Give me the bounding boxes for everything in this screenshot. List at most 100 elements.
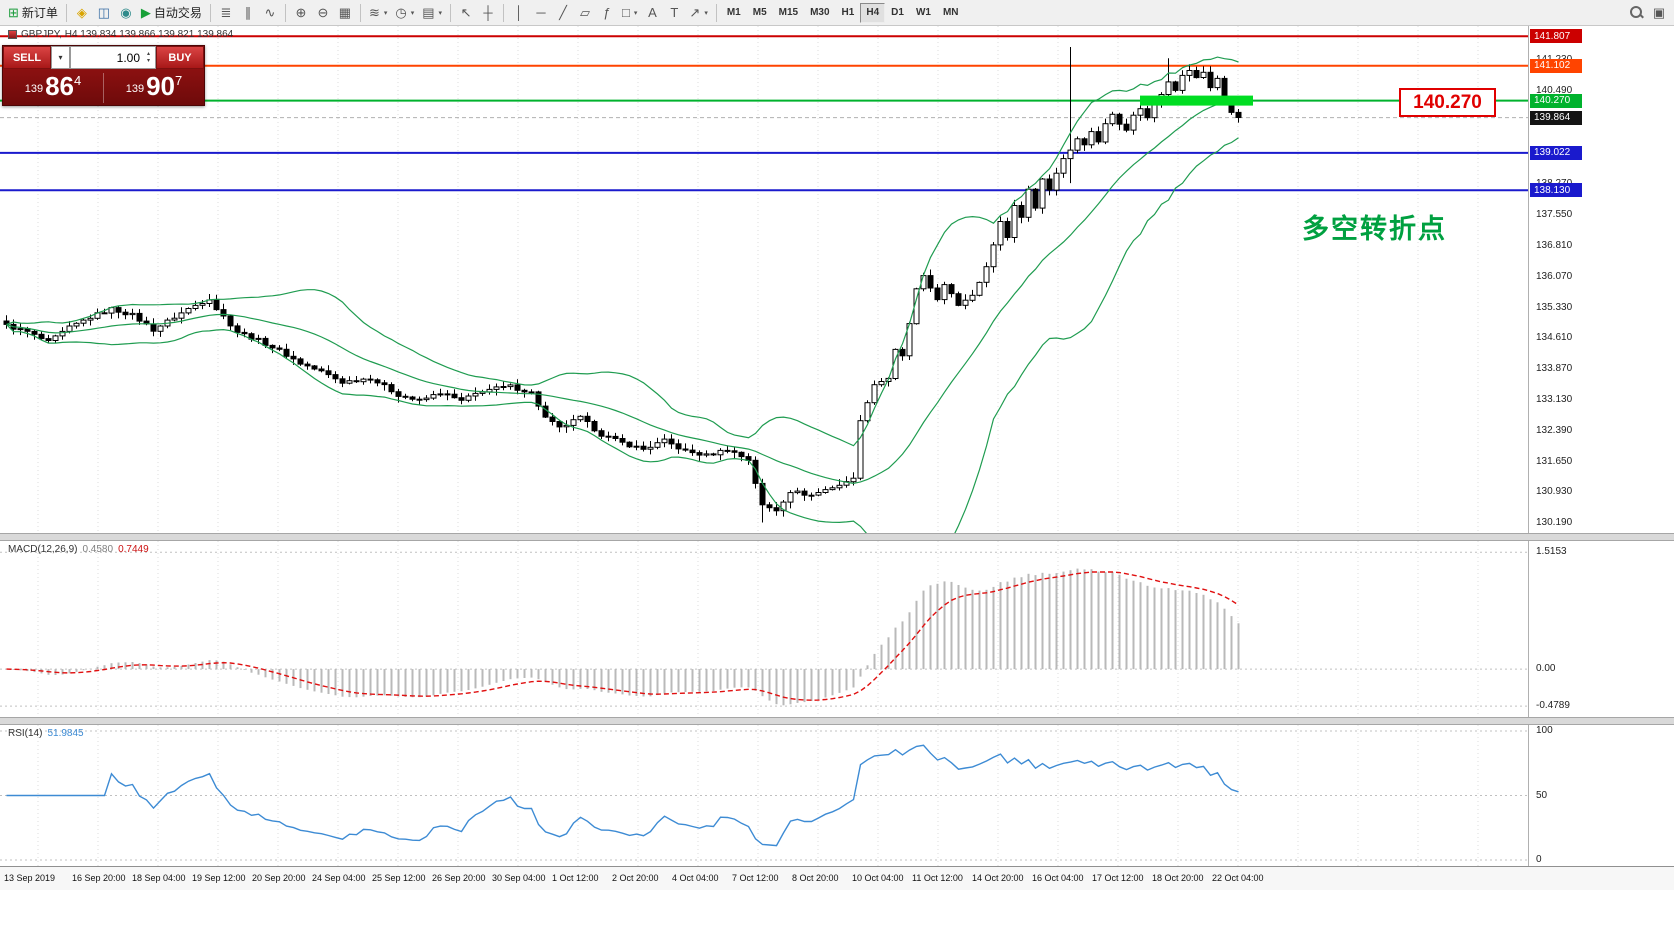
panel-divider-rsi[interactable] xyxy=(0,717,1674,725)
macd-indicator-panel[interactable] xyxy=(0,541,1528,717)
text-button[interactable]: A xyxy=(641,2,663,24)
alerts-button[interactable]: ◈ xyxy=(71,2,93,24)
timeframe-m15[interactable]: M15 xyxy=(773,3,804,23)
price-tick-label: 130.930 xyxy=(1536,485,1573,497)
time-label: 1 Oct 12:00 xyxy=(552,873,599,883)
templates-button[interactable]: ▤ ▾ xyxy=(418,2,446,24)
periods-icon: ◷ xyxy=(395,5,407,20)
timeframe-m1[interactable]: M1 xyxy=(721,3,747,23)
volume-input[interactable]: 1.00 ▴ ▾ xyxy=(70,46,156,69)
vertical-line-button[interactable]: │ xyxy=(508,2,530,24)
market-watch-icon: ◫ xyxy=(97,5,111,20)
price-tick-label: 130.190 xyxy=(1536,516,1573,528)
volume-dropdown-button[interactable]: ▾ xyxy=(51,46,70,69)
sell-price[interactable]: 139 86 4 xyxy=(3,73,103,103)
symbol-info: GBPJPY, H4 139.834 139.866 139.821 139.8… xyxy=(8,29,233,40)
zoom-out-icon: ⊖ xyxy=(317,5,329,20)
chart-annotation-text[interactable]: 多空转折点 xyxy=(1302,214,1447,244)
new-order-icon: ⊞ xyxy=(8,5,19,20)
navigator-button[interactable]: ◉ xyxy=(115,2,137,24)
macd-axis-label: 0.00 xyxy=(1536,663,1556,675)
timeframe-w1[interactable]: W1 xyxy=(910,3,937,23)
volume-value: 1.00 xyxy=(116,50,140,65)
horizontal-line-icon: ─ xyxy=(536,5,546,20)
sell-button[interactable]: SELL xyxy=(3,46,51,69)
candlesticks xyxy=(3,47,1242,523)
time-label: 24 Sep 04:00 xyxy=(312,873,366,883)
buy-button[interactable]: BUY xyxy=(156,46,204,69)
toolbar-separator xyxy=(65,3,67,22)
crosshair-button[interactable]: ┼ xyxy=(477,2,499,24)
market-watch-button[interactable]: ◫ xyxy=(93,2,115,24)
auto-trading-label: 自动交易 xyxy=(153,6,202,20)
dropdown-caret-icon: ▾ xyxy=(410,9,415,17)
periods-button[interactable]: ◷ ▾ xyxy=(391,2,418,24)
macd-label: MACD(12,26,9) 0.4580 0.7449 xyxy=(8,544,149,555)
price-tag: 139.022 xyxy=(1530,145,1582,160)
highlight-zone[interactable] xyxy=(1140,95,1253,106)
spinner-down-icon[interactable]: ▾ xyxy=(146,57,150,64)
price-tick-label: 140.490 xyxy=(1536,85,1573,97)
arrows-icon: ↗ xyxy=(689,5,701,20)
text-label-icon: T xyxy=(670,5,679,20)
arrows-button[interactable]: ↗ ▾ xyxy=(685,2,711,24)
spinner-up-icon[interactable]: ▴ xyxy=(146,50,150,57)
chart-windows-button[interactable]: ▣ xyxy=(1648,2,1670,24)
price-callout-box[interactable]: 140.270 xyxy=(1399,88,1496,117)
trendline-button[interactable]: ╱ xyxy=(552,2,574,24)
indicators-button[interactable]: ≋ ▾ xyxy=(365,2,391,24)
text-label-button[interactable]: T xyxy=(663,2,685,24)
text-icon: A xyxy=(648,5,657,20)
timeframe-m30[interactable]: M30 xyxy=(804,3,835,23)
cursor-button[interactable]: ↖ xyxy=(455,2,477,24)
zoom-out-button[interactable]: ⊖ xyxy=(312,2,334,24)
macd-value-main: 0.4580 xyxy=(82,544,114,555)
panel-divider-macd[interactable] xyxy=(0,533,1674,541)
timeframe-m5[interactable]: M5 xyxy=(747,3,773,23)
candlestick-chart-button[interactable]: ∥ xyxy=(237,2,259,24)
volume-spinner[interactable]: ▴ ▾ xyxy=(143,51,154,65)
horizontal-line-button[interactable]: ─ xyxy=(530,2,552,24)
equidistant-channel-button[interactable]: ▱ xyxy=(574,2,596,24)
rs i-indicator-panel[interactable] xyxy=(0,725,1528,866)
bar-chart-button[interactable]: ≣ xyxy=(215,2,237,24)
timeframe-mn[interactable]: MN xyxy=(937,3,965,23)
auto-trading-button[interactable]: ▶ 自动交易 xyxy=(137,2,206,24)
time-label: 4 Oct 04:00 xyxy=(672,873,719,883)
toolbar-separator xyxy=(715,3,717,22)
cursor-icon: ↖ xyxy=(460,5,472,20)
buy-price[interactable]: 139 90 7 xyxy=(104,73,204,103)
timeframe-h1[interactable]: H1 xyxy=(836,3,861,23)
shapes-button[interactable]: □ ▾ xyxy=(618,2,641,24)
time-label: 13 Sep 2019 xyxy=(4,873,56,883)
time-label: 20 Sep 20:00 xyxy=(252,873,306,883)
timeframe-h4[interactable]: H4 xyxy=(860,2,886,23)
line-chart-button[interactable]: ∿ xyxy=(259,2,281,24)
search-button[interactable] xyxy=(1625,2,1648,24)
price-axis[interactable]: 141.230140.490139.750139.010138.270137.5… xyxy=(1528,26,1674,866)
grid-lines xyxy=(37,26,1479,533)
zoom-in-icon: ⊕ xyxy=(295,5,307,20)
price-chart[interactable] xyxy=(0,26,1528,533)
price-tag: 139.864 xyxy=(1530,110,1582,125)
price-tick-label: 133.870 xyxy=(1536,362,1573,374)
price-tick-label: 137.550 xyxy=(1536,208,1573,220)
time-label: 17 Oct 12:00 xyxy=(1092,873,1144,883)
new-order-button[interactable]: ⊞ 新订单 xyxy=(4,2,62,24)
buy-price-sup: 7 xyxy=(175,73,183,88)
sell-price-prefix: 139 xyxy=(24,83,44,95)
zoom-in-button[interactable]: ⊕ xyxy=(290,2,312,24)
time-axis[interactable]: 13 Sep 2019 16 Sep 20:00 18 Sep 04:00 19 Se… xyxy=(0,866,1674,890)
toolbar-separator xyxy=(503,3,505,22)
tile-windows-button[interactable]: ▦ xyxy=(334,2,356,24)
rsi-label: RSI(14) 51.9845 xyxy=(8,728,84,739)
fibonacci-button[interactable]: ƒ xyxy=(596,2,618,24)
rsi-name: RSI(14) xyxy=(8,728,43,739)
time-label: 7 Oct 12:00 xyxy=(732,873,779,883)
time-label: 18 Oct 20:00 xyxy=(1152,873,1204,883)
time-label: 25 Sep 12:00 xyxy=(372,873,426,883)
alerts-icon: ◈ xyxy=(76,5,87,20)
price-tick-label: 133.130 xyxy=(1536,393,1573,405)
timeframe-d1[interactable]: D1 xyxy=(885,3,910,23)
